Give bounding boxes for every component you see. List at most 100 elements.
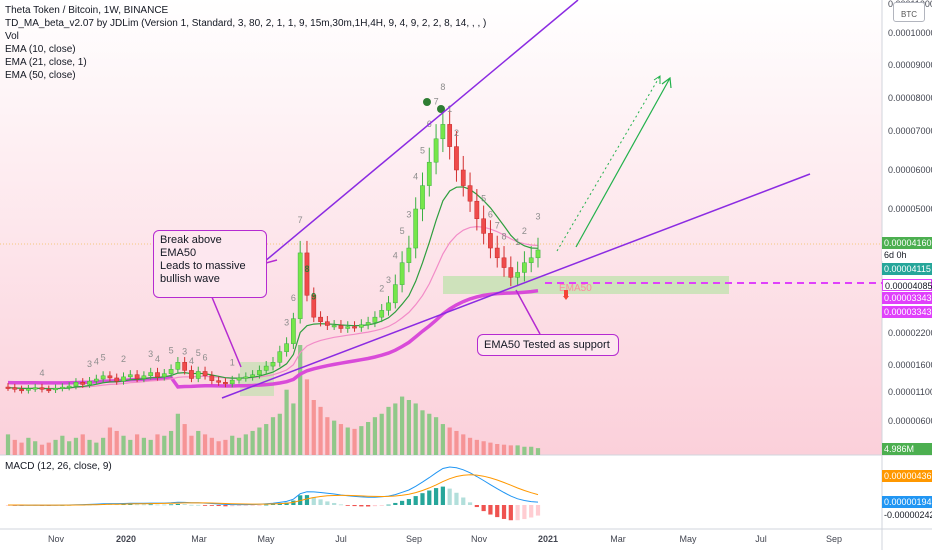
td-count-label: 4 — [413, 172, 418, 182]
price-tick-label: 0.00000600 — [888, 416, 932, 426]
currency-badge[interactable]: BTC — [893, 2, 925, 22]
projection-arrow[interactable] — [575, 77, 671, 248]
volume-bar — [304, 379, 310, 455]
candle — [420, 185, 425, 210]
volume-bar — [189, 435, 194, 455]
macd-histogram-bar — [304, 495, 310, 505]
td-count-label: 3 — [182, 347, 187, 357]
td-count-label: 3 — [148, 349, 153, 359]
candle — [189, 370, 194, 379]
candle — [304, 252, 310, 296]
last-price-value: 0.00004160 — [884, 238, 932, 248]
candle — [481, 218, 486, 234]
down-arrow-icon — [563, 290, 569, 300]
macd-histogram-bar — [128, 504, 133, 505]
macd-histogram-bar — [325, 501, 330, 505]
candle — [127, 374, 133, 378]
candle — [195, 371, 201, 379]
volume-bar — [257, 427, 262, 455]
volume-tag: 4.986M — [882, 443, 932, 455]
candle — [433, 138, 439, 163]
macd-histogram-bar — [420, 493, 425, 505]
last-price-tag: 0.00004160 — [882, 237, 932, 249]
volume-bar — [447, 427, 452, 455]
volume-bar — [298, 345, 303, 455]
volume-bar — [420, 410, 425, 455]
macd-legend[interactable]: MACD (12, 26, close, 9) — [5, 461, 112, 472]
macd-histogram-bar — [141, 504, 147, 506]
candle — [46, 389, 52, 392]
td-count-label: 5 — [196, 348, 201, 358]
td-count-label: 9 — [311, 291, 316, 301]
legend-ema21[interactable]: EMA (21, close, 1) — [5, 57, 87, 68]
candle — [168, 369, 174, 374]
price-tick-label: 0.00008000 — [888, 93, 932, 103]
volume-bar — [522, 446, 527, 455]
volume-bars — [5, 345, 541, 455]
macd-histogram-bar — [529, 505, 534, 518]
legend-volume[interactable]: Vol — [5, 31, 19, 42]
volume-bar — [148, 439, 153, 455]
callout-line-2: Leads to massive — [160, 260, 246, 272]
price-tick-label: 0.00001100 — [888, 387, 932, 397]
ema50-level-tag: 0.00003343 — [882, 306, 932, 318]
indicator-legend: Theta Token / Bitcoin, 1W, BINANCE TD_MA… — [5, 4, 486, 82]
volume-bar — [67, 441, 72, 455]
macd-histogram-bar — [454, 492, 459, 505]
volume-bar — [39, 444, 45, 455]
volume-bar — [101, 437, 106, 455]
volume-bar — [5, 434, 11, 455]
td-count-label: 1 — [230, 358, 235, 368]
time-tick-label: 2020 — [116, 534, 136, 544]
candle — [155, 372, 160, 378]
legend-td-ma[interactable]: TD_MA_beta_v2.07 by JDLim (Version 1, St… — [5, 18, 487, 29]
macd-histogram-bar — [332, 502, 337, 505]
ema50-level-value: 0.00003343 — [884, 307, 932, 317]
chart-title[interactable]: Theta Token / Bitcoin, 1W, BINANCE — [5, 5, 169, 16]
candle — [345, 326, 351, 329]
candle — [100, 375, 106, 380]
price-tick-label: 0.00010000 — [888, 28, 932, 38]
candle — [325, 321, 330, 326]
macd-signal-tag: 0.00000436 — [882, 470, 932, 482]
volume-bar — [467, 437, 473, 455]
volume-bar — [291, 403, 296, 455]
candle — [53, 387, 58, 391]
price-tick-label: 0.00006000 — [888, 165, 932, 175]
legend-ema10[interactable]: EMA (10, close) — [5, 44, 76, 55]
macd-line-value: 0.00000194 — [884, 497, 932, 507]
macd-line-tag: 0.00000194 — [882, 496, 932, 508]
candle — [263, 365, 269, 371]
td-counts: 4345234534561367892345345678125678123 — [39, 82, 540, 378]
macd-histogram-bar — [508, 505, 513, 521]
volume-bar — [53, 439, 58, 455]
td-count-label: 3 — [535, 212, 540, 222]
macd-histogram-bar — [284, 502, 289, 505]
candle — [501, 257, 507, 268]
ema10-value: 0.00004115 — [884, 264, 931, 274]
candle — [277, 351, 283, 363]
volume-bar — [488, 442, 493, 455]
macd-histogram-bar — [501, 505, 507, 519]
callout-break-above-ema50: Break above EMA50 Leads to massive bulli… — [153, 230, 267, 298]
time-tick-label: Jul — [335, 534, 347, 544]
candle — [32, 387, 38, 390]
callout-break-pointer — [208, 289, 242, 368]
resistance-trendline[interactable] — [239, 0, 579, 283]
td-count-label: 5 — [400, 226, 405, 236]
macd-histogram-bar — [495, 505, 500, 518]
candle — [515, 272, 520, 278]
macd-histogram-bar — [352, 505, 357, 507]
volume-bar — [250, 430, 255, 455]
candle — [379, 310, 385, 318]
callout-line-3: bullish wave — [160, 273, 220, 285]
legend-ema50[interactable]: EMA (50, close) — [5, 70, 76, 81]
macd-histogram-bar — [264, 504, 269, 506]
macd-histogram-bar — [345, 505, 350, 506]
candle — [331, 325, 337, 328]
ema21-value: 0.00004085 — [885, 281, 932, 291]
volume-bar — [87, 439, 92, 455]
projection-dotted-arrow[interactable] — [556, 75, 661, 252]
support-trendline[interactable] — [221, 173, 811, 399]
